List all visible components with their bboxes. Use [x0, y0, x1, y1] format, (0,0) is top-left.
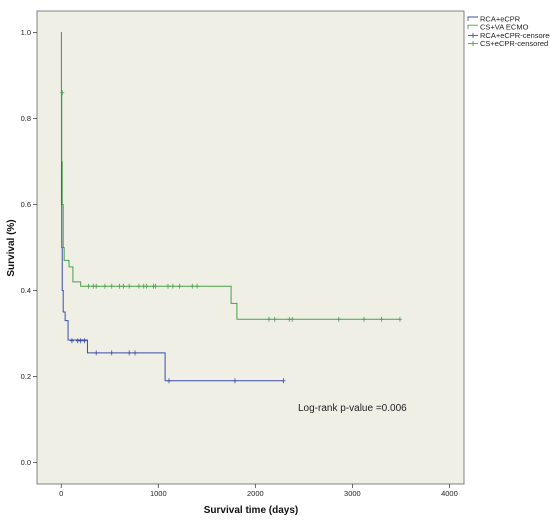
censor-mark: [94, 350, 99, 356]
x-tick-label: 3000: [344, 489, 361, 498]
axes: 0 1000 2000 3000 4000 0.0 0.2 0.4 0.6 0.8 1.0: [21, 28, 458, 498]
x-tick-label: 1000: [150, 489, 167, 498]
censor-mark: [266, 316, 271, 322]
censor-mark: [60, 90, 65, 96]
legend-item: CS+VA ECMO: [467, 23, 529, 32]
y-axis-title: Survival (%): [6, 219, 17, 276]
log-rank-annotation: Log-rank p-value =0.006: [298, 403, 407, 414]
legend-item: RCA+eCPR-censored: [468, 31, 550, 40]
censor-mark: [121, 283, 126, 289]
censor-mark: [133, 350, 138, 356]
legend-label: RCA+eCPR-censored: [480, 31, 550, 40]
censor-mark: [144, 283, 149, 289]
y-tick-label: 1.0: [21, 28, 31, 37]
y-tick-label: 0.0: [21, 458, 31, 467]
legend-label: CS+VA ECMO: [480, 23, 529, 32]
censor-mark: [78, 338, 83, 344]
censor-mark: [82, 338, 87, 344]
x-tick-label: 0: [59, 489, 63, 498]
censor-mark: [86, 283, 91, 289]
censor-mark: [127, 283, 132, 289]
censor-mark: [232, 378, 237, 384]
censor-mark: [127, 350, 132, 356]
legend-label: RCA+eCPR: [480, 15, 521, 24]
censor-mark: [102, 283, 107, 289]
censor-mark: [170, 283, 175, 289]
x-tick-label: 2000: [247, 489, 264, 498]
censor-mark: [336, 316, 341, 322]
x-axis-title: Survival time (days): [204, 505, 298, 516]
legend-step-icon: [467, 16, 478, 21]
series-layer: [60, 32, 402, 384]
censor-mark: [109, 350, 114, 356]
censor-mark: [166, 283, 171, 289]
censor-mark: [281, 378, 286, 384]
censor-mark: [195, 283, 200, 289]
legend-step-icon: [467, 24, 478, 30]
y-tick-label: 0.8: [21, 114, 31, 123]
censor-mark: [94, 283, 99, 289]
survival-curve-cs-va-ecmo: [60, 32, 400, 320]
legend-item: CS+eCPR-censored: [468, 39, 548, 48]
censor-mark: [362, 316, 367, 322]
censor-mark: [177, 283, 182, 289]
legend-item: RCA+eCPR: [467, 15, 521, 24]
censor-mark: [272, 316, 277, 322]
survival-curve-rca-ecpr: [60, 32, 284, 382]
censor-mark: [379, 316, 384, 322]
x-tick-label: 4000: [441, 489, 458, 498]
y-tick-label: 0.6: [21, 200, 31, 209]
censor-mark: [69, 338, 74, 344]
legend-label: CS+eCPR-censored: [480, 39, 548, 48]
censor-mark: [109, 283, 114, 289]
y-tick-label: 0.2: [21, 372, 31, 381]
censor-mark: [166, 378, 171, 384]
plot-area: [36, 10, 465, 485]
censor-mark: [117, 283, 122, 289]
censor-mark: [190, 283, 195, 289]
censor-mark: [153, 283, 158, 289]
y-tick-label: 0.4: [21, 286, 31, 295]
censor-mark: [290, 316, 295, 322]
censor-mark: [397, 316, 402, 322]
censor-mark: [136, 283, 141, 289]
